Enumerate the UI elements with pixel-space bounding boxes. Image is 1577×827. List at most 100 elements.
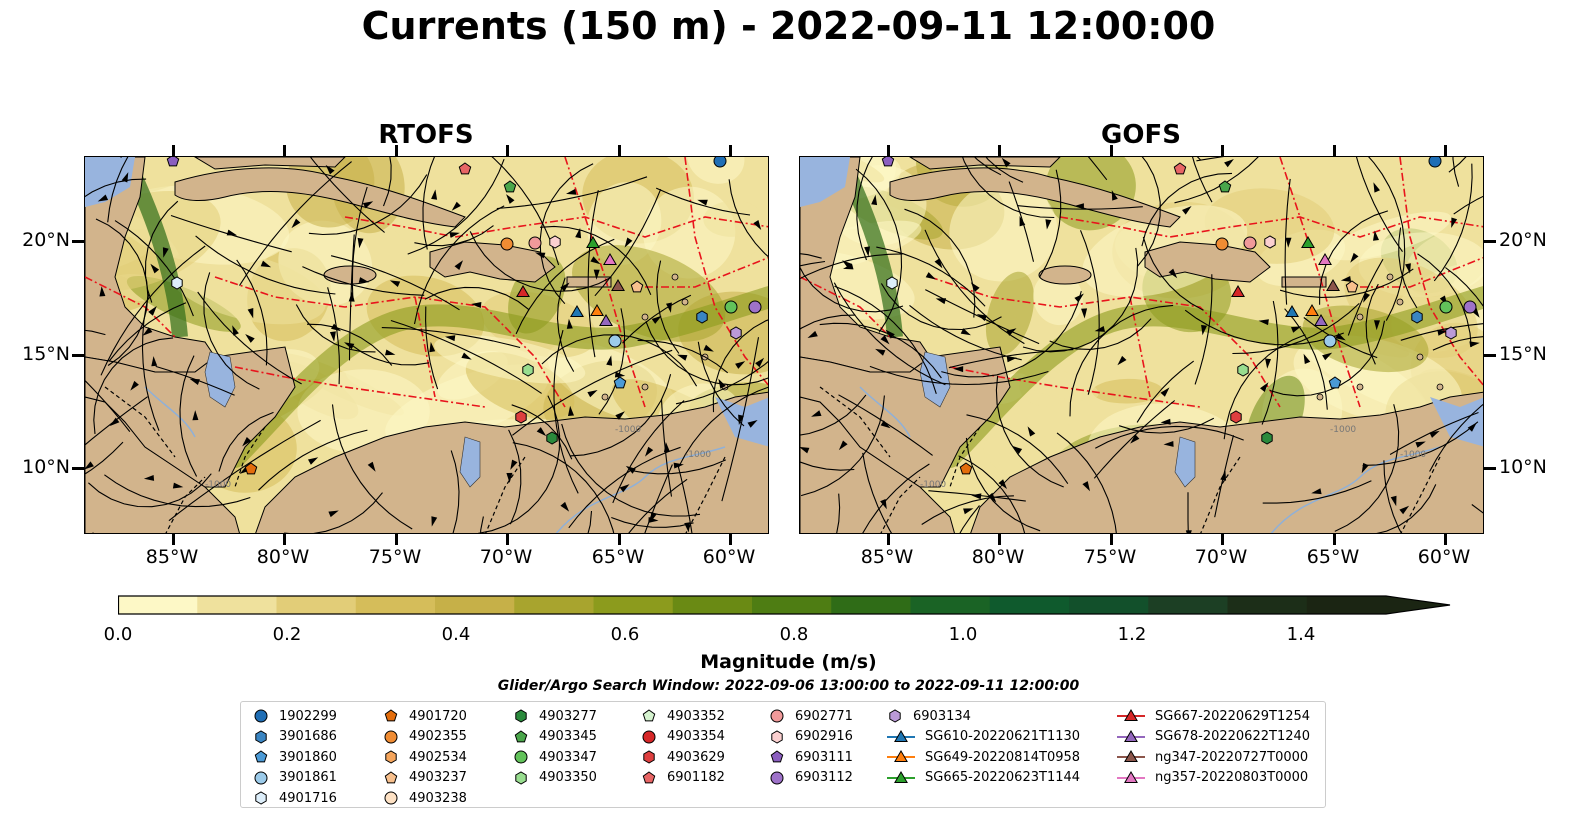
platform-marker-sg667-20220629t1254[interactable]: [1231, 285, 1245, 297]
legend-item: 4903345: [513, 727, 597, 748]
colorbar-tick-label: 0.2: [272, 624, 302, 645]
platform-marker-4903237[interactable]: [630, 280, 644, 293]
lat-label-10n-right: 10°N: [1499, 456, 1547, 478]
land-small-island: [1416, 353, 1424, 361]
platform-marker-4903350[interactable]: [1237, 363, 1249, 377]
stream-arrow: [998, 479, 1007, 489]
stream-arrow: [663, 442, 670, 453]
platform-marker-4903629[interactable]: [515, 410, 527, 424]
platform-marker-sg610-20220621t1130[interactable]: [570, 305, 584, 317]
platform-marker-4903347[interactable]: [724, 300, 738, 314]
stream-arrow: [429, 341, 436, 353]
platform-marker-6903134[interactable]: [730, 326, 742, 340]
lon-label-80w: 80°W: [971, 546, 1025, 568]
eez-boundaries: [800, 157, 1483, 408]
map-gofs[interactable]: -1000 -1000 -1000: [799, 156, 1484, 534]
platform-marker-ng357-20220803t0000[interactable]: [1318, 253, 1332, 265]
platform-marker-ng347-20220727t0000[interactable]: [1326, 279, 1340, 291]
stream-arrow: [1006, 328, 1017, 336]
stream-arrow: [624, 237, 633, 248]
platform-marker-4902355[interactable]: [500, 237, 514, 251]
platform-marker-4903629[interactable]: [1230, 410, 1242, 424]
stream-arrow: [1160, 387, 1170, 397]
legend-label: 6903134: [913, 708, 971, 724]
platform-marker-6903111[interactable]: [166, 157, 180, 167]
stream-arrow: [1001, 157, 1011, 168]
legend-column: 1902299 3901686 3901860 3901861 4901716: [253, 706, 337, 809]
platform-marker-sg610-20220621t1130[interactable]: [1285, 305, 1299, 317]
platform-marker-1902299[interactable]: [1428, 157, 1442, 168]
legend-glider-marker-icon: [1117, 729, 1145, 742]
colorbar-tick-label: 1.2: [1117, 624, 1147, 645]
platform-marker-6902916[interactable]: [1264, 235, 1276, 249]
legend-item: 4903347: [513, 747, 597, 768]
stream-arrow: [362, 201, 374, 209]
platform-marker-sg665-20220623t1144[interactable]: [1301, 236, 1315, 248]
tick-mark: [887, 534, 890, 545]
platform-marker-4903345[interactable]: [1218, 180, 1232, 193]
platform-marker-4903277[interactable]: [546, 431, 558, 445]
platform-marker-3901861[interactable]: [608, 334, 622, 348]
platform-marker-6902771[interactable]: [528, 236, 542, 250]
platform-marker-4903345[interactable]: [503, 180, 517, 193]
stream-arrow: [536, 427, 547, 437]
river: [859, 386, 911, 438]
platform-marker-ng357-20220803t0000[interactable]: [603, 253, 617, 265]
colorbar-segment: [831, 596, 912, 614]
legend-hexagon-marker-icon: [515, 709, 527, 723]
platform-marker-4901720[interactable]: [244, 462, 258, 475]
platform-marker-sg678-20220622t1240[interactable]: [1314, 314, 1328, 326]
stream-arrow: [226, 229, 238, 236]
platform-marker-sg649-20220814t0958[interactable]: [590, 304, 604, 316]
platform-marker-6903112[interactable]: [748, 300, 762, 314]
colorbar-segment: [355, 596, 436, 614]
legend-pentagon-marker-icon: [514, 730, 528, 743]
tick-mark: [506, 145, 509, 156]
stream-arrow: [566, 318, 573, 329]
platform-marker-ng347-20220727t0000[interactable]: [611, 279, 625, 291]
map-rtofs[interactable]: -1000 -1000 -1000: [84, 156, 769, 534]
platform-marker-4901720[interactable]: [959, 462, 973, 475]
lat-label-15n-right: 15°N: [1499, 343, 1547, 365]
platform-marker-4903277[interactable]: [1261, 431, 1273, 445]
bathymetry-label: -1000: [1400, 450, 1426, 460]
platform-marker-3901860[interactable]: [1328, 376, 1342, 389]
platform-marker-1902299[interactable]: [713, 157, 727, 168]
platform-marker-4903237[interactable]: [1345, 280, 1359, 293]
stream-arrow: [148, 306, 157, 316]
stream-arrow: [130, 380, 139, 391]
stream-arrow: [162, 247, 169, 258]
platform-marker-3901686[interactable]: [1411, 310, 1423, 324]
platform-marker-6902916[interactable]: [549, 235, 561, 249]
legend-item: 4903350: [513, 768, 597, 789]
platform-marker-6903134[interactable]: [1445, 326, 1457, 340]
legend-label: 1902299: [279, 708, 337, 724]
stream-arrow: [807, 330, 818, 338]
stream-arrow: [590, 256, 601, 265]
platform-marker-4903350[interactable]: [522, 363, 534, 377]
stream-arrow: [703, 344, 714, 352]
platform-marker-4901716[interactable]: [171, 276, 183, 290]
legend-label: ng347-20220727T0000: [1155, 749, 1309, 765]
platform-marker-6903112[interactable]: [1463, 300, 1477, 314]
platform-marker-4901716[interactable]: [886, 276, 898, 290]
platform-marker-6901182[interactable]: [458, 162, 472, 175]
legend-glider-marker-icon: [887, 770, 915, 783]
stream-arrow: [1027, 426, 1036, 437]
platform-marker-4902355[interactable]: [1215, 237, 1229, 251]
platform-marker-6902771[interactable]: [1243, 236, 1257, 250]
legend-item: 4903277: [513, 706, 597, 727]
platform-marker-3901686[interactable]: [696, 310, 708, 324]
stream-arrow: [811, 410, 822, 417]
platform-marker-3901861[interactable]: [1323, 334, 1337, 348]
platform-marker-4903347[interactable]: [1439, 300, 1453, 314]
platform-marker-6901182[interactable]: [1173, 162, 1187, 175]
platform-marker-3901860[interactable]: [613, 376, 627, 389]
platform-marker-sg649-20220814t0958[interactable]: [1305, 304, 1319, 316]
legend-item: 3901860: [253, 747, 337, 768]
platform-marker-sg678-20220622t1240[interactable]: [599, 314, 613, 326]
tick-mark: [1110, 145, 1113, 156]
platform-marker-sg665-20220623t1144[interactable]: [586, 236, 600, 248]
platform-marker-6903111[interactable]: [881, 157, 895, 167]
platform-marker-sg667-20220629t1254[interactable]: [516, 285, 530, 297]
